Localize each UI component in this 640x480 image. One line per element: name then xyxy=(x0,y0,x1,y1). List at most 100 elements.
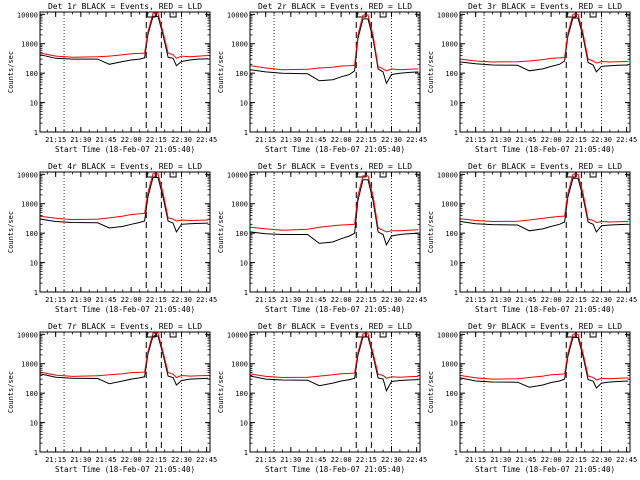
detector-panel-1: Det 1r BLACK = Events, RED = LLD 1 10 100 10… xyxy=(7,2,217,154)
x-tick-label: 21:30 xyxy=(280,456,301,464)
x-axis-label: Start Time (18-Feb-07 21:05:40) xyxy=(55,465,195,474)
x-tick-label: 22:30 xyxy=(381,456,402,464)
x-tick-label: 22:45 xyxy=(616,136,637,144)
y-tick-label: 1 xyxy=(454,449,458,457)
x-tick-label: 22:45 xyxy=(196,136,217,144)
x-tick-label: 22:15 xyxy=(146,456,167,464)
x-tick-label: 21:15 xyxy=(465,136,486,144)
y-tick-label: 1 xyxy=(454,129,458,137)
y-tick-label: 10 xyxy=(450,100,458,108)
series-line-events xyxy=(250,18,419,85)
x-tick-label: 22:15 xyxy=(146,136,167,144)
x-tick-label: 21:15 xyxy=(255,136,276,144)
series-line-lld xyxy=(40,173,209,222)
y-tick-label: 100 xyxy=(445,390,458,398)
x-axis-label: Start Time (18-Feb-07 21:05:40) xyxy=(475,465,615,474)
series-line-lld xyxy=(250,14,419,72)
state-marker xyxy=(169,332,177,338)
panel-title: Det 2r BLACK = Events, RED = LLD xyxy=(258,2,412,11)
x-tick-label: 22:15 xyxy=(356,456,377,464)
state-marker xyxy=(146,12,156,18)
x-tick-label: 21:30 xyxy=(490,296,511,304)
x-tick-label: 21:45 xyxy=(515,136,536,144)
x-tick-label: 22:30 xyxy=(381,136,402,144)
detector-panel-4: Det 4r BLACK = Events, RED = LLD 1 10 100 10… xyxy=(7,162,217,314)
y-tick-label: 1000 xyxy=(21,201,38,209)
x-tick-label: 22:30 xyxy=(171,456,192,464)
y-tick-label: 1000 xyxy=(441,41,458,49)
y-axis-label: Counts/sec xyxy=(7,51,15,93)
x-tick-label: 21:45 xyxy=(95,296,116,304)
x-tick-label: 22:30 xyxy=(171,136,192,144)
plot-frame xyxy=(459,11,631,133)
x-tick-label: 22:00 xyxy=(121,136,142,144)
y-axis-label: Counts/sec xyxy=(7,371,15,413)
state-marker xyxy=(379,332,387,338)
x-axis-label: Start Time (18-Feb-07 21:05:40) xyxy=(265,305,405,314)
y-tick-label: 100 xyxy=(445,230,458,238)
x-tick-label: 21:15 xyxy=(45,296,66,304)
y-tick-label: 10000 xyxy=(17,331,38,339)
x-tick-label: 22:30 xyxy=(591,456,612,464)
y-tick-label: 1 xyxy=(244,129,248,137)
y-tick-label: 10000 xyxy=(437,331,458,339)
x-tick-label: 21:15 xyxy=(465,456,486,464)
x-tick-label: 21:15 xyxy=(255,456,276,464)
x-tick-label: 21:15 xyxy=(45,456,66,464)
y-axis-label: Counts/sec xyxy=(427,51,435,93)
detector-panel-6: Det 6r BLACK = Events, RED = LLD 1 10 100 10… xyxy=(427,162,637,314)
y-axis-label: Counts/sec xyxy=(427,371,435,413)
y-axis-label: Counts/sec xyxy=(7,211,15,253)
detector-panel-2: Det 2r BLACK = Events, RED = LLD 1 10 100 10… xyxy=(217,2,427,154)
series-line-lld xyxy=(460,13,629,64)
x-tick-label: 22:15 xyxy=(356,136,377,144)
x-tick-label: 22:45 xyxy=(406,456,427,464)
series-line-lld xyxy=(460,173,629,224)
x-tick-label: 22:15 xyxy=(356,296,377,304)
x-tick-label: 22:00 xyxy=(541,296,562,304)
y-tick-label: 1000 xyxy=(21,41,38,49)
series-line-events xyxy=(250,336,419,393)
x-tick-label: 21:15 xyxy=(45,136,66,144)
plot-frame xyxy=(249,171,421,293)
x-axis-label: Start Time (18-Feb-07 21:05:40) xyxy=(265,145,405,154)
series-line-events xyxy=(40,335,209,386)
x-tick-label: 21:30 xyxy=(70,136,91,144)
y-tick-label: 10 xyxy=(240,260,248,268)
panel-title: Det 9r BLACK = Events, RED = LLD xyxy=(468,322,622,331)
state-marker xyxy=(169,172,177,178)
y-tick-label: 1000 xyxy=(21,361,38,369)
panel-title: Det 5r BLACK = Events, RED = LLD xyxy=(258,162,412,171)
x-tick-label: 21:15 xyxy=(465,296,486,304)
series-line-events xyxy=(460,177,629,233)
x-tick-label: 22:15 xyxy=(146,296,167,304)
state-marker xyxy=(356,172,366,178)
state-marker xyxy=(146,332,156,338)
y-tick-label: 10000 xyxy=(437,171,458,179)
series-line-events xyxy=(250,179,419,247)
y-axis-label: Counts/sec xyxy=(217,211,225,253)
y-tick-label: 10000 xyxy=(227,171,248,179)
x-tick-label: 21:30 xyxy=(70,456,91,464)
plot-frame xyxy=(39,331,211,453)
x-tick-label: 22:00 xyxy=(331,136,352,144)
y-tick-label: 10000 xyxy=(17,171,38,179)
x-axis-label: Start Time (18-Feb-07 21:05:40) xyxy=(265,465,405,474)
panel-title: Det 8r BLACK = Events, RED = LLD xyxy=(258,322,412,331)
y-tick-label: 1 xyxy=(244,449,248,457)
x-tick-label: 21:45 xyxy=(305,456,326,464)
y-tick-label: 10 xyxy=(30,420,38,428)
x-tick-label: 21:45 xyxy=(305,136,326,144)
state-marker xyxy=(589,12,597,18)
x-tick-label: 21:45 xyxy=(515,296,536,304)
y-tick-label: 10 xyxy=(30,260,38,268)
panel-title: Det 3r BLACK = Events, RED = LLD xyxy=(468,2,622,11)
x-tick-label: 21:30 xyxy=(70,296,91,304)
series-line-events xyxy=(460,337,629,389)
y-tick-label: 1000 xyxy=(441,361,458,369)
x-axis-label: Start Time (18-Feb-07 21:05:40) xyxy=(475,305,615,314)
x-tick-label: 22:00 xyxy=(541,136,562,144)
x-tick-label: 21:45 xyxy=(305,296,326,304)
plot-frame xyxy=(39,171,211,293)
x-tick-label: 21:30 xyxy=(490,456,511,464)
